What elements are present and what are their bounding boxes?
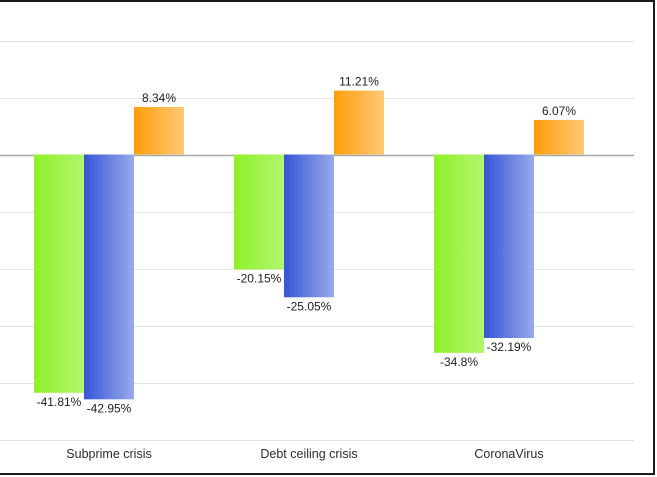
data-label: 6.07% xyxy=(542,104,576,118)
bars xyxy=(34,90,584,400)
data-label: -25.05% xyxy=(287,299,332,313)
bar[interactable] xyxy=(484,154,534,338)
data-label: -20.15% xyxy=(237,271,282,285)
data-label: 8.34% xyxy=(142,91,176,105)
bar[interactable] xyxy=(234,154,284,270)
category-label: Subprime crisis xyxy=(66,447,151,461)
bar[interactable] xyxy=(434,154,484,353)
bar[interactable] xyxy=(284,154,334,298)
bar[interactable] xyxy=(134,106,184,155)
data-label: -32.19% xyxy=(487,340,532,354)
category-axis: Subprime crisis Debt ceiling crisis Corona… xyxy=(66,447,543,461)
data-label: -42.95% xyxy=(87,401,132,415)
bar[interactable] xyxy=(84,154,134,400)
bar[interactable] xyxy=(534,119,584,155)
bar[interactable] xyxy=(334,90,384,155)
category-label: Debt ceiling crisis xyxy=(260,447,357,461)
category-label: CoronaVirus xyxy=(474,447,543,461)
data-labels: -41.81% -42.95% 8.34% -20.15% -25.05% 11.21% -… xyxy=(37,75,577,416)
data-label: -34.8% xyxy=(440,355,478,369)
data-label: -41.81% xyxy=(37,395,82,409)
data-label: 11.21% xyxy=(339,75,379,89)
bar[interactable] xyxy=(34,154,84,393)
